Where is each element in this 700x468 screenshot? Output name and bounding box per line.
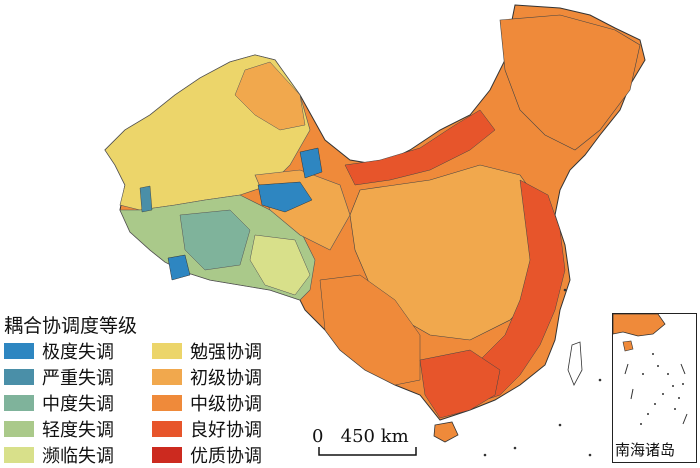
legend-swatch	[4, 343, 34, 359]
southwest-region	[319, 274, 421, 386]
blue-patch-west	[139, 185, 153, 213]
northeast-region	[499, 14, 641, 151]
legend-label: 良好协调	[190, 420, 262, 441]
qaidam-blue	[257, 181, 313, 213]
coastal-islands	[483, 288, 602, 457]
hainan-island	[433, 421, 459, 443]
central-china	[349, 164, 556, 341]
legend-item-2: 严重失调	[4, 364, 114, 390]
legend-label: 濒临失调	[42, 446, 114, 467]
legend-swatch	[152, 421, 182, 437]
legend-grid: 极度失调 严重失调 中度失调 轻度失调 濒临失调 勉强协调 初级协调 中级协调	[4, 338, 304, 468]
south-china-sea-inset: 南海诸岛	[612, 313, 697, 463]
legend-item-4: 轻度失调	[4, 416, 114, 442]
south-coast	[419, 349, 501, 419]
xinjiang-north	[234, 61, 306, 131]
legend-item-3: 中度失调	[4, 390, 114, 416]
legend-swatch	[4, 395, 34, 411]
legend-label: 中级协调	[190, 394, 262, 415]
blue-patch-north	[299, 147, 323, 179]
inner-mongolia-strip	[344, 109, 496, 186]
legend-swatch	[4, 421, 34, 437]
blue-patch-tibet	[167, 254, 191, 281]
legend-swatch	[152, 447, 182, 463]
legend-label: 初级协调	[190, 368, 262, 389]
legend-label: 优质协调	[190, 446, 262, 467]
tibet-central	[179, 209, 251, 271]
inset-label: 南海诸岛	[615, 441, 676, 459]
legend-swatch	[152, 369, 182, 385]
legend-title: 耦合协调度等级	[4, 315, 138, 337]
legend-swatch	[152, 395, 182, 411]
taiwan-island	[567, 341, 583, 386]
legend-item-7: 初级协调	[152, 364, 262, 390]
legend-item-10: 优质协调	[152, 442, 262, 468]
scale-label: 0 450 km	[312, 426, 409, 447]
legend-label: 严重失调	[42, 368, 114, 389]
tibet-east	[249, 234, 311, 296]
legend-label: 中度失调	[42, 394, 114, 415]
legend-label: 勉强协调	[190, 342, 262, 363]
inset-map	[613, 314, 688, 425]
legend-item-1: 极度失调	[4, 338, 114, 364]
legend-swatch	[152, 343, 182, 359]
legend-item-8: 中级协调	[152, 390, 262, 416]
scale-line	[318, 447, 417, 456]
legend-item-9: 良好协调	[152, 416, 262, 442]
legend-label: 极度失调	[42, 342, 114, 363]
legend-label: 轻度失调	[42, 420, 114, 441]
scale-bar: 0 450 km	[312, 426, 418, 457]
legend: 耦合协调度等级 极度失调 严重失调 中度失调 轻度失调 濒临失调 勉强协调 初级…	[4, 314, 304, 468]
legend-swatch	[4, 369, 34, 385]
legend-item-6: 勉强协调	[152, 338, 262, 364]
legend-item-5: 濒临失调	[4, 442, 114, 468]
legend-swatch	[4, 447, 34, 463]
